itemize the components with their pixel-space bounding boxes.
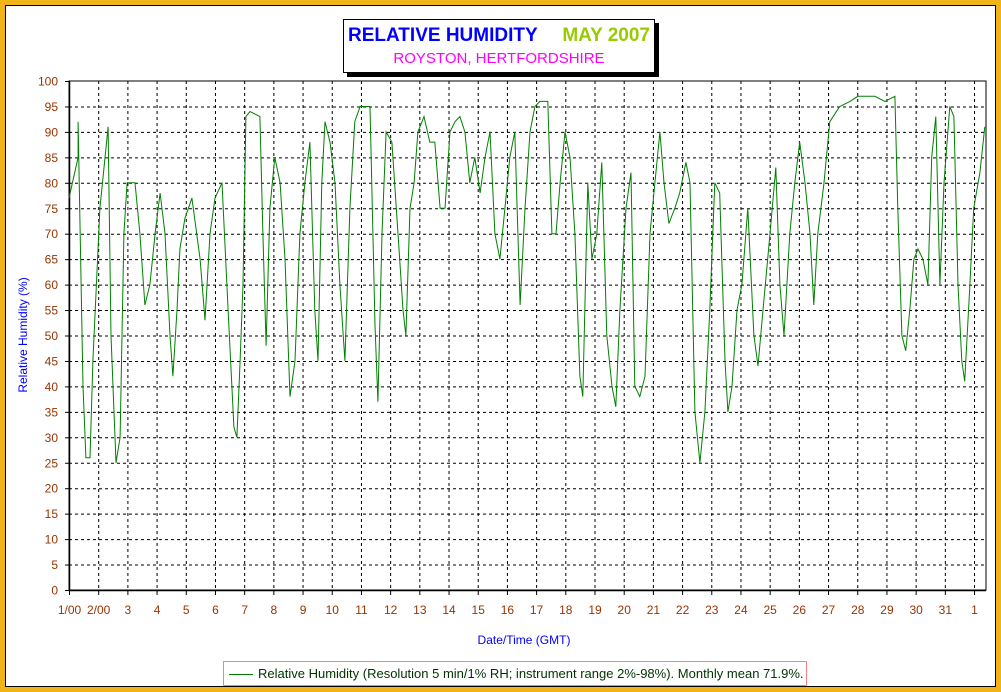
x-tick-label: 16	[501, 603, 515, 617]
x-tick-label: 1/00	[58, 603, 82, 617]
x-tick-label: 30	[909, 603, 923, 617]
x-tick-label: 21	[647, 603, 661, 617]
x-tick-label: 26	[793, 603, 807, 617]
x-tick-label: 2/00	[87, 603, 111, 617]
chart-location: ROYSTON, HERTFORDSHIRE	[393, 50, 605, 67]
y-tick-label: 90	[45, 125, 59, 139]
x-tick-label: 24	[734, 603, 748, 617]
y-tick-label: 75	[45, 202, 59, 216]
x-tick-label: 6	[212, 603, 219, 617]
y-tick-label: 100	[38, 75, 58, 89]
x-tick-label: 31	[939, 603, 953, 617]
y-tick-label: 65	[45, 253, 59, 267]
x-tick-label: 25	[763, 603, 777, 617]
x-tick-label: 3	[125, 603, 132, 617]
y-tick-label: 55	[45, 304, 59, 318]
y-tick-label: 5	[51, 558, 58, 572]
y-tick-label: 80	[45, 176, 59, 190]
series-line-humidity	[68, 95, 986, 463]
y-tick-label: 35	[45, 405, 59, 419]
y-tick-label: 50	[45, 329, 59, 343]
x-tick-label: 23	[705, 603, 719, 617]
x-tick-label: 11	[355, 603, 368, 617]
y-tick-label: 0	[51, 584, 58, 598]
y-tick-label: 10	[45, 533, 59, 547]
y-tick-label: 45	[45, 354, 59, 368]
y-tick-label: 30	[45, 431, 59, 445]
y-tick-label: 40	[45, 380, 59, 394]
x-tick-label: 17	[530, 603, 544, 617]
y-tick-label: 20	[45, 482, 59, 496]
y-tick-label: 60	[45, 278, 59, 292]
x-tick-label: 19	[588, 603, 602, 617]
y-tick-label: 95	[45, 100, 59, 114]
y-tick-label: 70	[45, 227, 59, 241]
chart-title-box: RELATIVE HUMIDITY MAY 2007 ROYSTON, HERT…	[343, 19, 655, 73]
x-tick-label: 1	[971, 603, 978, 617]
y-tick-label: 25	[45, 456, 59, 470]
x-tick-label: 14	[442, 603, 456, 617]
y-tick-label: 15	[45, 507, 59, 521]
x-tick-label: 27	[822, 603, 836, 617]
x-tick-label: 29	[880, 603, 894, 617]
x-tick-label: 4	[154, 603, 161, 617]
legend: Relative Humidity (Resolution 5 min/1% R…	[223, 661, 807, 686]
legend-label: Relative Humidity (Resolution 5 min/1% R…	[258, 666, 804, 681]
x-tick-label: 10	[326, 603, 340, 617]
chart-title: RELATIVE HUMIDITY	[348, 25, 538, 46]
x-axis-title: Date/Time (GMT)	[478, 633, 571, 647]
x-tick-label: 8	[271, 603, 278, 617]
x-tick-label: 7	[241, 603, 248, 617]
y-axis-title: Relative Humidity (%)	[16, 277, 30, 392]
x-tick-label: 18	[559, 603, 573, 617]
y-tick-label: 85	[45, 151, 59, 165]
x-tick-label: 13	[413, 603, 427, 617]
x-tick-label: 28	[851, 603, 865, 617]
legend-swatch	[229, 674, 253, 676]
x-tick-label: 9	[300, 603, 307, 617]
x-tick-label: 22	[676, 603, 690, 617]
x-tick-label: 12	[384, 603, 398, 617]
x-tick-label: 20	[618, 603, 632, 617]
x-tick-label: 15	[472, 603, 486, 617]
chart-period: MAY 2007	[562, 25, 650, 46]
x-tick-label: 5	[183, 603, 190, 617]
